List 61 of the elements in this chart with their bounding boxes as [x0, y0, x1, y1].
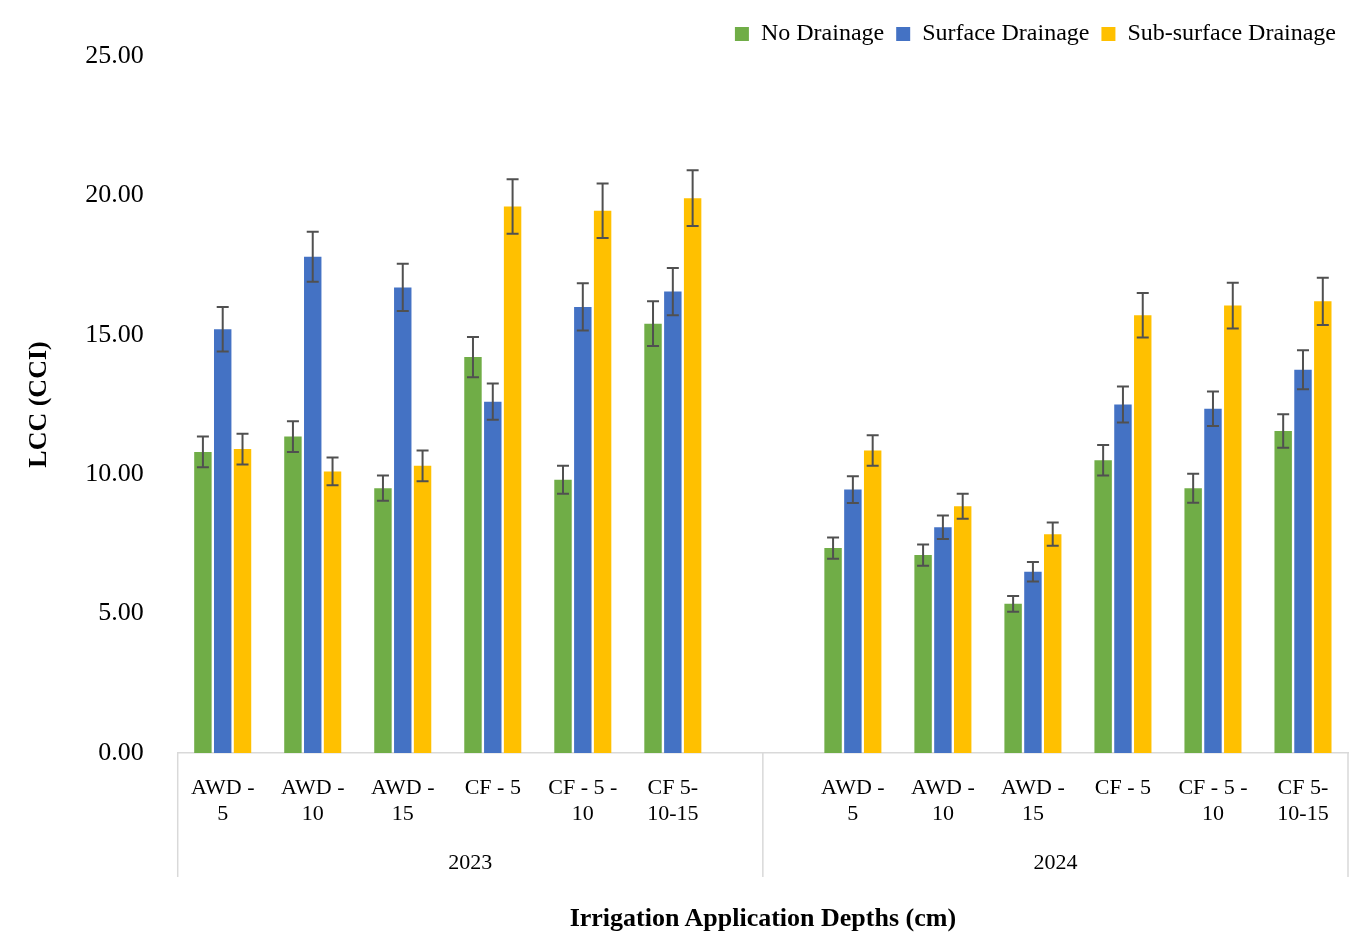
x-tick-label: AWD - 10: [911, 773, 975, 826]
x-tick-label: AWD - 15: [370, 773, 435, 826]
bar: [1044, 534, 1062, 753]
x-tick-label: CF 5-10-15: [647, 773, 699, 826]
bar: [844, 489, 862, 753]
x-tick-label: AWD - 5: [821, 773, 885, 826]
legend-label: No Drainage: [760, 19, 885, 46]
bar: [214, 329, 232, 753]
bar: [1134, 315, 1152, 753]
bar: [323, 471, 342, 753]
bar: [394, 287, 412, 753]
y-tick-label: 15.00: [85, 318, 144, 348]
bar: [464, 357, 482, 753]
bar: [1184, 488, 1202, 753]
bar: [304, 256, 322, 753]
bar: [644, 323, 662, 753]
bar: [574, 306, 592, 753]
x-tick-label: CF - 5: [1094, 773, 1152, 799]
bar: [1204, 408, 1222, 753]
bar: [1114, 404, 1132, 753]
bar: [934, 527, 952, 753]
y-tick-label: 10.00: [85, 458, 144, 488]
y-tick-label: 20.00: [85, 179, 144, 209]
bar: [1094, 460, 1112, 753]
bar: [413, 465, 432, 753]
text: 2023: [448, 848, 493, 874]
bar: [1294, 369, 1312, 753]
bar: [914, 555, 932, 753]
x-tick-label: CF - 5: [464, 773, 521, 799]
y-tick-label: 0.00: [98, 736, 144, 766]
bar: [554, 479, 572, 753]
x-tick-label: CF - 5 - 10: [1178, 773, 1248, 826]
legend-label: Surface Drainage: [922, 19, 1090, 46]
bar: [374, 488, 392, 753]
y-tick-label: 5.00: [98, 597, 144, 627]
bar: [503, 206, 522, 753]
bar: [863, 450, 882, 753]
legend-label: Sub-surface Drainage: [1127, 19, 1337, 46]
bar: [284, 436, 302, 753]
x-tick-label: AWD - 10: [280, 773, 345, 826]
bar: [233, 449, 252, 753]
text: 2024: [1033, 848, 1078, 874]
bar: [664, 291, 682, 753]
bar: [593, 210, 612, 753]
bar: [1224, 305, 1242, 753]
bar: [953, 506, 972, 753]
y-axis-title: LCC (CCI): [23, 341, 53, 468]
bar: [1004, 603, 1022, 753]
bar: [1314, 301, 1332, 753]
y-tick-label: 25.00: [85, 39, 144, 69]
x-tick-label: AWD - 5: [190, 773, 255, 826]
x-tick-label: CF - 5 - 10: [548, 773, 618, 826]
bar: [194, 451, 212, 753]
bar: [1274, 430, 1292, 753]
bar: [824, 548, 842, 753]
bar: [683, 198, 702, 753]
bar: [1024, 571, 1042, 753]
x-tick-label: CF 5-10-15: [1277, 773, 1329, 826]
x-axis-title: Irrigation Application Depths (cm): [569, 903, 957, 933]
bar: [484, 401, 502, 753]
x-tick-label: AWD - 15: [1001, 773, 1065, 826]
